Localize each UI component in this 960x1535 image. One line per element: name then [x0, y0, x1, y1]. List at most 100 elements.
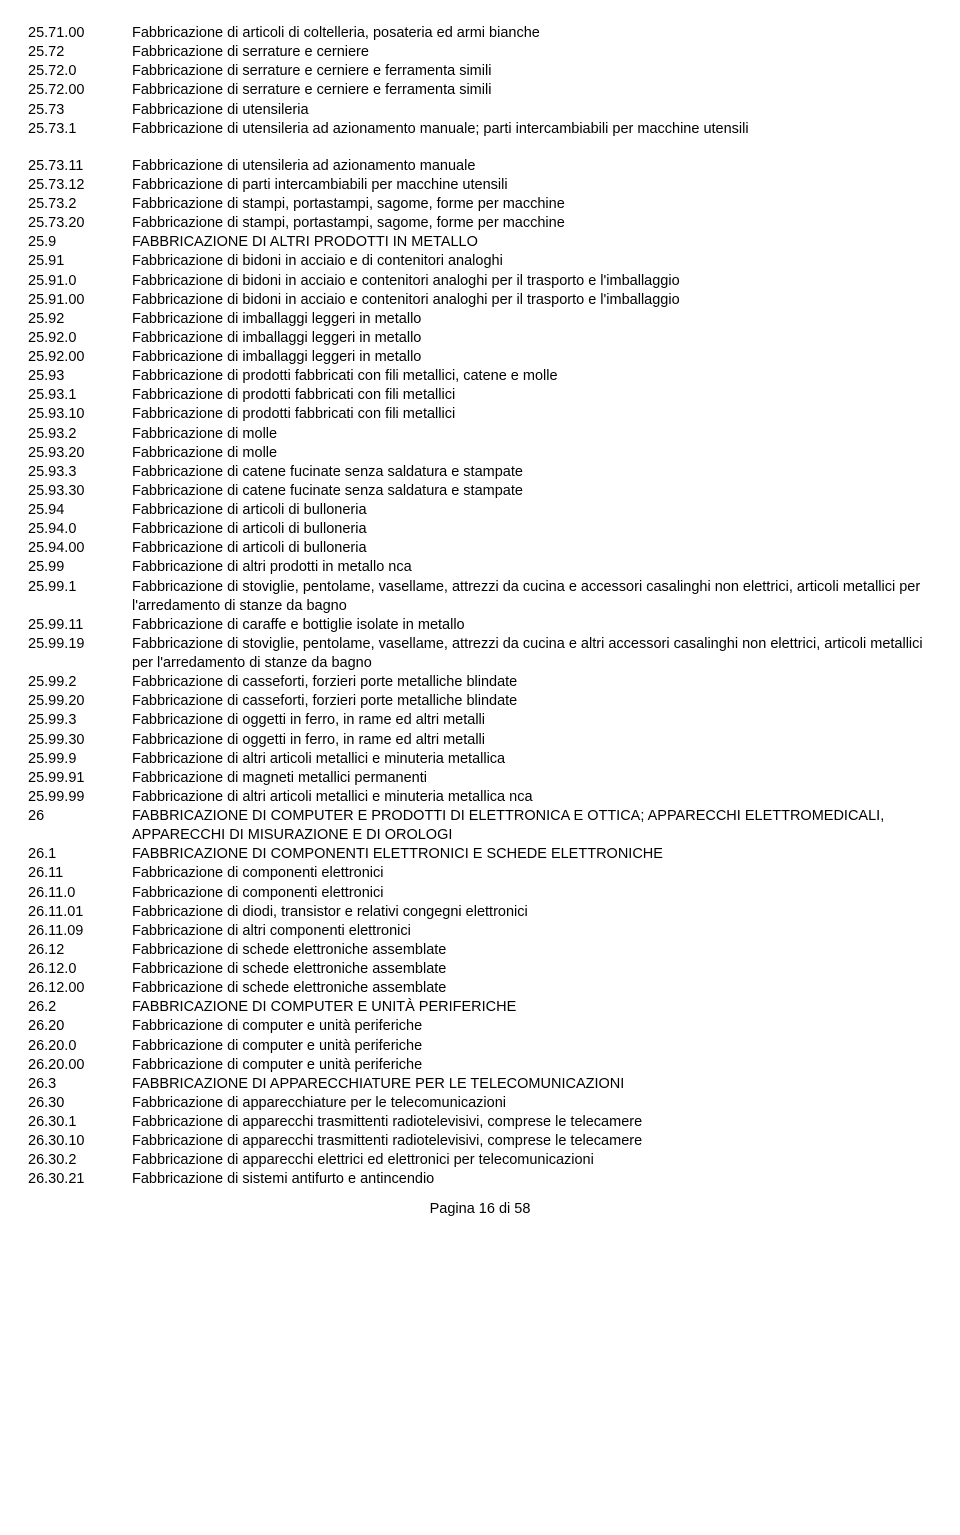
classification-row: 25.99.20Fabbricazione di casseforti, for… [28, 692, 932, 711]
classification-code: 26.30 [28, 1094, 132, 1113]
classification-label: FABBRICAZIONE DI COMPONENTI ELETTRONICI … [132, 845, 932, 864]
classification-row: 26.12.00Fabbricazione di schede elettron… [28, 979, 932, 998]
classification-row: 25.91.0Fabbricazione di bidoni in acciai… [28, 272, 932, 291]
classification-row: 26.11Fabbricazione di componenti elettro… [28, 864, 932, 883]
classification-label: Fabbricazione di stoviglie, pentolame, v… [132, 578, 932, 616]
classification-row: 26.2FABBRICAZIONE DI COMPUTER E UNITÀ PE… [28, 998, 932, 1017]
classification-code: 25.91 [28, 252, 132, 271]
classification-code: 25.73.1 [28, 120, 132, 139]
classification-row: 26.30Fabbricazione di apparecchiature pe… [28, 1094, 932, 1113]
classification-code: 25.73.11 [28, 157, 132, 176]
classification-row: 25.99.91Fabbricazione di magneti metalli… [28, 769, 932, 788]
classification-label: FABBRICAZIONE DI COMPUTER E PRODOTTI DI … [132, 807, 932, 845]
classification-label: Fabbricazione di stoviglie, pentolame, v… [132, 635, 932, 673]
classification-label: Fabbricazione di articoli di bulloneria [132, 501, 932, 520]
classification-row: 26.11.09Fabbricazione di altri component… [28, 922, 932, 941]
classification-row: 25.93.3Fabbricazione di catene fucinate … [28, 463, 932, 482]
classification-label: Fabbricazione di serrature e cerniere e … [132, 62, 932, 81]
classification-code: 25.73.20 [28, 214, 132, 233]
classification-row: 25.73.20Fabbricazione di stampi, portast… [28, 214, 932, 233]
classification-label: Fabbricazione di imballaggi leggeri in m… [132, 329, 932, 348]
classification-row: 25.92.0Fabbricazione di imballaggi legge… [28, 329, 932, 348]
classification-row: 26.20.0Fabbricazione di computer e unità… [28, 1037, 932, 1056]
classification-code: 25.99.20 [28, 692, 132, 711]
classification-row: 25.99.19Fabbricazione di stoviglie, pent… [28, 635, 932, 673]
classification-code: 25.99.11 [28, 616, 132, 635]
classification-code: 25.73.2 [28, 195, 132, 214]
classification-code: 26.12.0 [28, 960, 132, 979]
classification-label: Fabbricazione di serrature e cerniere [132, 43, 932, 62]
classification-code: 26.30.1 [28, 1113, 132, 1132]
classification-label: Fabbricazione di computer e unità perife… [132, 1017, 932, 1036]
classification-label: Fabbricazione di imballaggi leggeri in m… [132, 310, 932, 329]
classification-label: Fabbricazione di schede elettroniche ass… [132, 960, 932, 979]
classification-label: Fabbricazione di computer e unità perife… [132, 1056, 932, 1075]
classification-row: 26.3FABBRICAZIONE DI APPARECCHIATURE PER… [28, 1075, 932, 1094]
classification-code: 25.99.2 [28, 673, 132, 692]
classification-label: FABBRICAZIONE DI COMPUTER E UNITÀ PERIFE… [132, 998, 932, 1017]
classification-label: Fabbricazione di stampi, portastampi, sa… [132, 195, 932, 214]
classification-code: 26 [28, 807, 132, 845]
classification-row: 25.73.11Fabbricazione di utensileria ad … [28, 157, 932, 176]
classification-code: 26.11 [28, 864, 132, 883]
classification-code: 26.1 [28, 845, 132, 864]
classification-label: Fabbricazione di sistemi antifurto e ant… [132, 1170, 932, 1189]
classification-code: 26.11.09 [28, 922, 132, 941]
classification-list: 25.71.00Fabbricazione di articoli di col… [28, 24, 932, 1190]
classification-code: 25.99.1 [28, 578, 132, 616]
classification-row: 25.93.1Fabbricazione di prodotti fabbric… [28, 386, 932, 405]
classification-label: Fabbricazione di bidoni in acciaio e di … [132, 252, 932, 271]
classification-code: 26.3 [28, 1075, 132, 1094]
page-footer: Pagina 16 di 58 [28, 1200, 932, 1219]
classification-row: 25.73.1Fabbricazione di utensileria ad a… [28, 120, 932, 139]
classification-code: 25.99.30 [28, 731, 132, 750]
classification-row: 25.73.12Fabbricazione di parti intercamb… [28, 176, 932, 195]
classification-label: FABBRICAZIONE DI ALTRI PRODOTTI IN METAL… [132, 233, 932, 252]
classification-row: 25.99.1Fabbricazione di stoviglie, pento… [28, 578, 932, 616]
classification-row: 26.12Fabbricazione di schede elettronich… [28, 941, 932, 960]
classification-label: Fabbricazione di apparecchi trasmittenti… [132, 1132, 932, 1151]
classification-code: 25.94.00 [28, 539, 132, 558]
classification-label: Fabbricazione di altri articoli metallic… [132, 750, 932, 769]
classification-code: 26.11.01 [28, 903, 132, 922]
classification-row: 25.72.0Fabbricazione di serrature e cern… [28, 62, 932, 81]
classification-row: 25.94.0Fabbricazione di articoli di bull… [28, 520, 932, 539]
classification-code: 26.20 [28, 1017, 132, 1036]
classification-row: 26.30.21Fabbricazione di sistemi antifur… [28, 1170, 932, 1189]
blank-line [28, 139, 932, 157]
classification-code: 25.73 [28, 101, 132, 120]
classification-row: 25.93.20Fabbricazione di molle [28, 444, 932, 463]
classification-label: Fabbricazione di schede elettroniche ass… [132, 979, 932, 998]
classification-code: 25.99 [28, 558, 132, 577]
classification-row: 25.99.9Fabbricazione di altri articoli m… [28, 750, 932, 769]
classification-row: 25.73Fabbricazione di utensileria [28, 101, 932, 120]
classification-code: 25.71.00 [28, 24, 132, 43]
classification-row: 26FABBRICAZIONE DI COMPUTER E PRODOTTI D… [28, 807, 932, 845]
classification-label: Fabbricazione di prodotti fabbricati con… [132, 386, 932, 405]
classification-code: 26.12.00 [28, 979, 132, 998]
classification-row: 26.1FABBRICAZIONE DI COMPONENTI ELETTRON… [28, 845, 932, 864]
classification-label: Fabbricazione di oggetti in ferro, in ra… [132, 711, 932, 730]
classification-code: 26.30.10 [28, 1132, 132, 1151]
classification-label: Fabbricazione di articoli di bulloneria [132, 520, 932, 539]
classification-label: Fabbricazione di imballaggi leggeri in m… [132, 348, 932, 367]
classification-label: Fabbricazione di apparecchi trasmittenti… [132, 1113, 932, 1132]
classification-row: 25.94Fabbricazione di articoli di bullon… [28, 501, 932, 520]
classification-label: Fabbricazione di altri prodotti in metal… [132, 558, 932, 577]
classification-row: 25.99.30Fabbricazione di oggetti in ferr… [28, 731, 932, 750]
classification-label: Fabbricazione di utensileria ad azioname… [132, 157, 932, 176]
classification-code: 25.93.10 [28, 405, 132, 424]
classification-code: 25.92.00 [28, 348, 132, 367]
classification-label: Fabbricazione di bidoni in acciaio e con… [132, 291, 932, 310]
classification-label: Fabbricazione di molle [132, 444, 932, 463]
classification-code: 25.99.19 [28, 635, 132, 673]
classification-code: 25.93.2 [28, 425, 132, 444]
classification-row: 25.92Fabbricazione di imballaggi leggeri… [28, 310, 932, 329]
classification-label: FABBRICAZIONE DI APPARECCHIATURE PER LE … [132, 1075, 932, 1094]
classification-code: 25.72 [28, 43, 132, 62]
classification-row: 25.73.2Fabbricazione di stampi, portasta… [28, 195, 932, 214]
classification-row: 25.9FABBRICAZIONE DI ALTRI PRODOTTI IN M… [28, 233, 932, 252]
classification-label: Fabbricazione di prodotti fabbricati con… [132, 367, 932, 386]
classification-code: 26.12 [28, 941, 132, 960]
classification-label: Fabbricazione di articoli di bulloneria [132, 539, 932, 558]
